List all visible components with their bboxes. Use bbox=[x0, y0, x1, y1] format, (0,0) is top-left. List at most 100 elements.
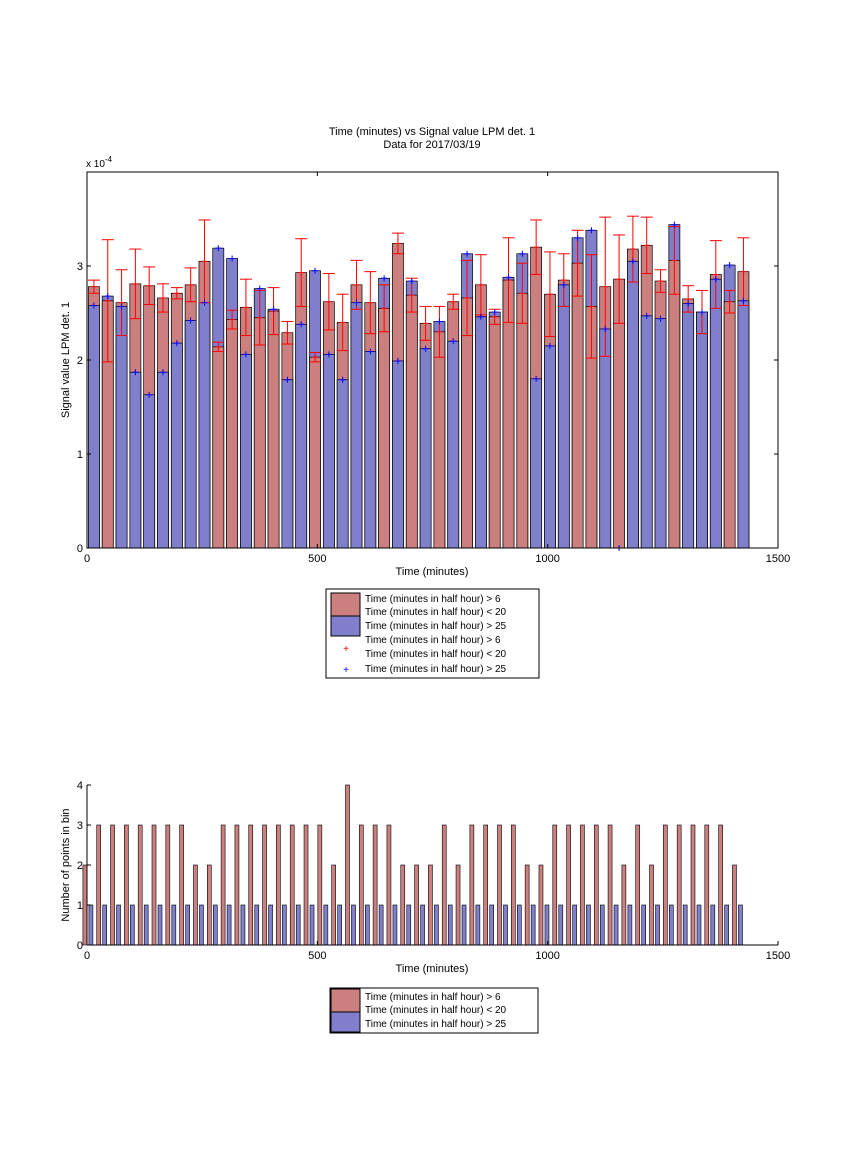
bar bbox=[571, 262, 584, 549]
legend-swatch-red bbox=[330, 988, 361, 1013]
count-bar-red bbox=[386, 824, 392, 946]
count-bar-red bbox=[248, 824, 254, 946]
y-tick-label: 0 bbox=[77, 543, 83, 555]
count-bar-blue bbox=[572, 904, 577, 946]
count-bar-blue bbox=[323, 904, 329, 946]
count-bar-red bbox=[593, 824, 599, 946]
count-bar-blue bbox=[171, 904, 177, 946]
axis-exponent-base: x 10 bbox=[86, 159, 105, 170]
count-bar-red bbox=[151, 824, 157, 946]
count-bar-red bbox=[331, 864, 336, 946]
count-bar-red bbox=[704, 824, 710, 946]
count-bar-red bbox=[400, 864, 406, 946]
count-chart: 0 500 1000 1500 0 1 2 3 4 Time (minutes) Number … bbox=[60, 780, 790, 1034]
count-bar-blue bbox=[282, 904, 287, 946]
bar bbox=[309, 356, 321, 549]
x-tick-label: 0 bbox=[84, 553, 90, 565]
count-bar-red bbox=[580, 824, 585, 946]
count-bar-red bbox=[179, 824, 184, 946]
bar bbox=[212, 346, 225, 549]
count-bar-blue bbox=[351, 904, 356, 946]
count-bar-blue bbox=[447, 904, 453, 946]
chart-title: Time (minutes) vs Signal value LPM det. … bbox=[329, 126, 535, 138]
count-bar-blue bbox=[365, 904, 370, 946]
bar bbox=[226, 319, 238, 549]
count-bar-red bbox=[234, 824, 240, 946]
bar bbox=[640, 315, 653, 549]
bar bbox=[170, 342, 183, 549]
count-bar-red bbox=[110, 824, 115, 946]
count-bar-red bbox=[732, 864, 737, 946]
count-bar-blue bbox=[199, 904, 204, 946]
legend-text: Time (minutes in half hour) > 25 bbox=[365, 621, 507, 632]
count-bar-blue bbox=[309, 904, 315, 946]
count-bar-blue bbox=[254, 904, 260, 946]
count-bar-blue bbox=[544, 904, 550, 946]
count-bar-red bbox=[649, 864, 654, 946]
count-bar-red bbox=[483, 824, 488, 946]
bar bbox=[281, 379, 294, 549]
bar bbox=[723, 301, 736, 549]
legend-text: Time (minutes in half hour) < 20 bbox=[365, 1005, 507, 1016]
y-tick-label: 3 bbox=[77, 261, 83, 273]
count-bar-blue bbox=[392, 904, 398, 946]
legend-marker-blue: + bbox=[343, 665, 349, 676]
count-bar-blue bbox=[696, 904, 702, 946]
bar bbox=[405, 294, 418, 549]
y-tick-label: 0 bbox=[77, 940, 83, 952]
count-bar-blue bbox=[530, 904, 536, 946]
legend-text: Time (minutes in half hour) > 6 bbox=[365, 992, 501, 1003]
bar bbox=[696, 311, 708, 549]
count-bar-red bbox=[317, 824, 323, 946]
count-bar-red bbox=[538, 864, 544, 946]
count-bar-red bbox=[96, 824, 102, 946]
x-tick-label: 1500 bbox=[766, 553, 790, 565]
bar bbox=[737, 300, 750, 549]
bar bbox=[654, 318, 667, 549]
signal-error-bars bbox=[87, 215, 750, 363]
bar bbox=[364, 351, 377, 549]
count-bar-blue bbox=[517, 904, 522, 946]
legend-text: Time (minutes in half hour) > 25 bbox=[365, 1019, 507, 1030]
signal-markers bbox=[90, 221, 747, 551]
bar bbox=[419, 348, 432, 549]
count-bar-blue bbox=[185, 904, 190, 946]
legend-box bbox=[325, 588, 540, 679]
count-bar-blue bbox=[337, 904, 342, 946]
count-bar-blue bbox=[212, 904, 218, 946]
legend-text: Time (minutes in half hour) > 25 bbox=[365, 664, 507, 675]
count-bar-blue bbox=[116, 904, 121, 946]
count-bar-blue bbox=[599, 904, 605, 946]
count-bar-blue bbox=[295, 904, 301, 946]
count-bar-red bbox=[414, 864, 419, 946]
x-tick-label: 1500 bbox=[766, 950, 790, 962]
legend-text: Time (minutes in half hour) < 20 bbox=[365, 607, 507, 618]
count-bar-red bbox=[262, 824, 267, 946]
bar bbox=[322, 354, 335, 549]
count-bar-blue bbox=[157, 904, 163, 946]
legend-text: Time (minutes in half hour) > 6 bbox=[365, 594, 501, 605]
count-bar-blue bbox=[627, 904, 633, 946]
bar bbox=[129, 371, 142, 549]
legend-swatch-red bbox=[330, 592, 361, 617]
count-bar-blue bbox=[682, 904, 688, 946]
count-bar-red bbox=[303, 824, 309, 946]
count-bar-blue bbox=[226, 904, 232, 946]
count-bar-red bbox=[82, 864, 88, 946]
count-bar-red bbox=[524, 864, 530, 946]
count-bar-red bbox=[165, 824, 171, 946]
axis-exponent: x 10-4 bbox=[86, 155, 113, 170]
count-bar-red bbox=[372, 824, 378, 946]
count-bar-red bbox=[359, 824, 364, 946]
count-y-axis-label: Number of points in bin bbox=[60, 808, 72, 921]
count-bar-red bbox=[441, 824, 447, 946]
count-bar-red bbox=[511, 824, 516, 946]
x-tick-label: 1000 bbox=[535, 553, 559, 565]
count-bar-red bbox=[469, 824, 475, 946]
y-tick-label: 2 bbox=[77, 860, 83, 872]
count-bar-blue bbox=[130, 904, 135, 946]
signal-axes: 0 500 1000 1500 0 1 2 3 bbox=[77, 172, 790, 565]
x-tick-label: 500 bbox=[308, 950, 326, 962]
count-bar-blue bbox=[669, 904, 674, 946]
bar bbox=[392, 360, 404, 549]
